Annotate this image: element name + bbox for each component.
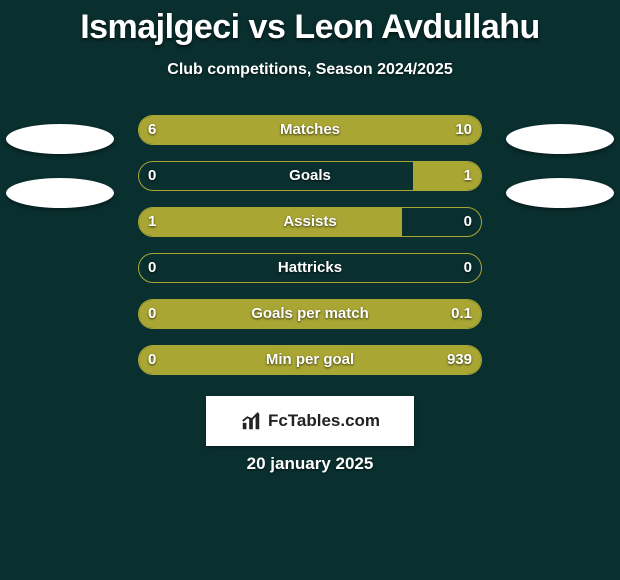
page-subtitle: Club competitions, Season 2024/2025 (0, 61, 620, 79)
stat-value-right: 1 (464, 161, 472, 191)
source-badge-text: FcTables.com (268, 411, 380, 431)
stat-row: Min per goal0939 (0, 345, 620, 375)
stat-bar-left (139, 116, 267, 144)
date-label: 20 january 2025 (0, 454, 620, 474)
player-avatar-right (506, 124, 614, 154)
stat-row: Goals per match00.1 (0, 299, 620, 329)
player-avatar-right (506, 178, 614, 208)
stat-value-right: 0 (464, 207, 472, 237)
stat-row: Assists10 (0, 207, 620, 237)
stat-bar-left (139, 208, 402, 236)
stat-value-left: 0 (148, 299, 156, 329)
stat-value-right: 0.1 (451, 299, 472, 329)
page-title: Ismajlgeci vs Leon Avdullahu (0, 0, 620, 47)
stat-bar-container (138, 299, 482, 329)
stat-value-left: 1 (148, 207, 156, 237)
stat-value-right: 0 (464, 253, 472, 283)
source-badge[interactable]: FcTables.com (206, 396, 414, 446)
stat-value-right: 10 (455, 115, 472, 145)
stat-bar-right (139, 300, 481, 328)
stat-value-left: 6 (148, 115, 156, 145)
stat-value-left: 0 (148, 253, 156, 283)
stat-row: Hattricks00 (0, 253, 620, 283)
stat-bar-right (267, 116, 481, 144)
stat-bar-container (138, 253, 482, 283)
stat-value-left: 0 (148, 345, 156, 375)
stat-bar-container (138, 207, 482, 237)
stat-bar-container (138, 161, 482, 191)
stat-bar-right (139, 346, 481, 374)
stat-bar-container (138, 115, 482, 145)
player-avatar-left (6, 124, 114, 154)
stats-area: Matches610Goals01Assists10Hattricks00Goa… (0, 115, 620, 375)
fctables-logo-icon (240, 410, 262, 432)
stat-value-left: 0 (148, 161, 156, 191)
stat-bar-container (138, 345, 482, 375)
stat-value-right: 939 (447, 345, 472, 375)
player-avatar-left (6, 178, 114, 208)
